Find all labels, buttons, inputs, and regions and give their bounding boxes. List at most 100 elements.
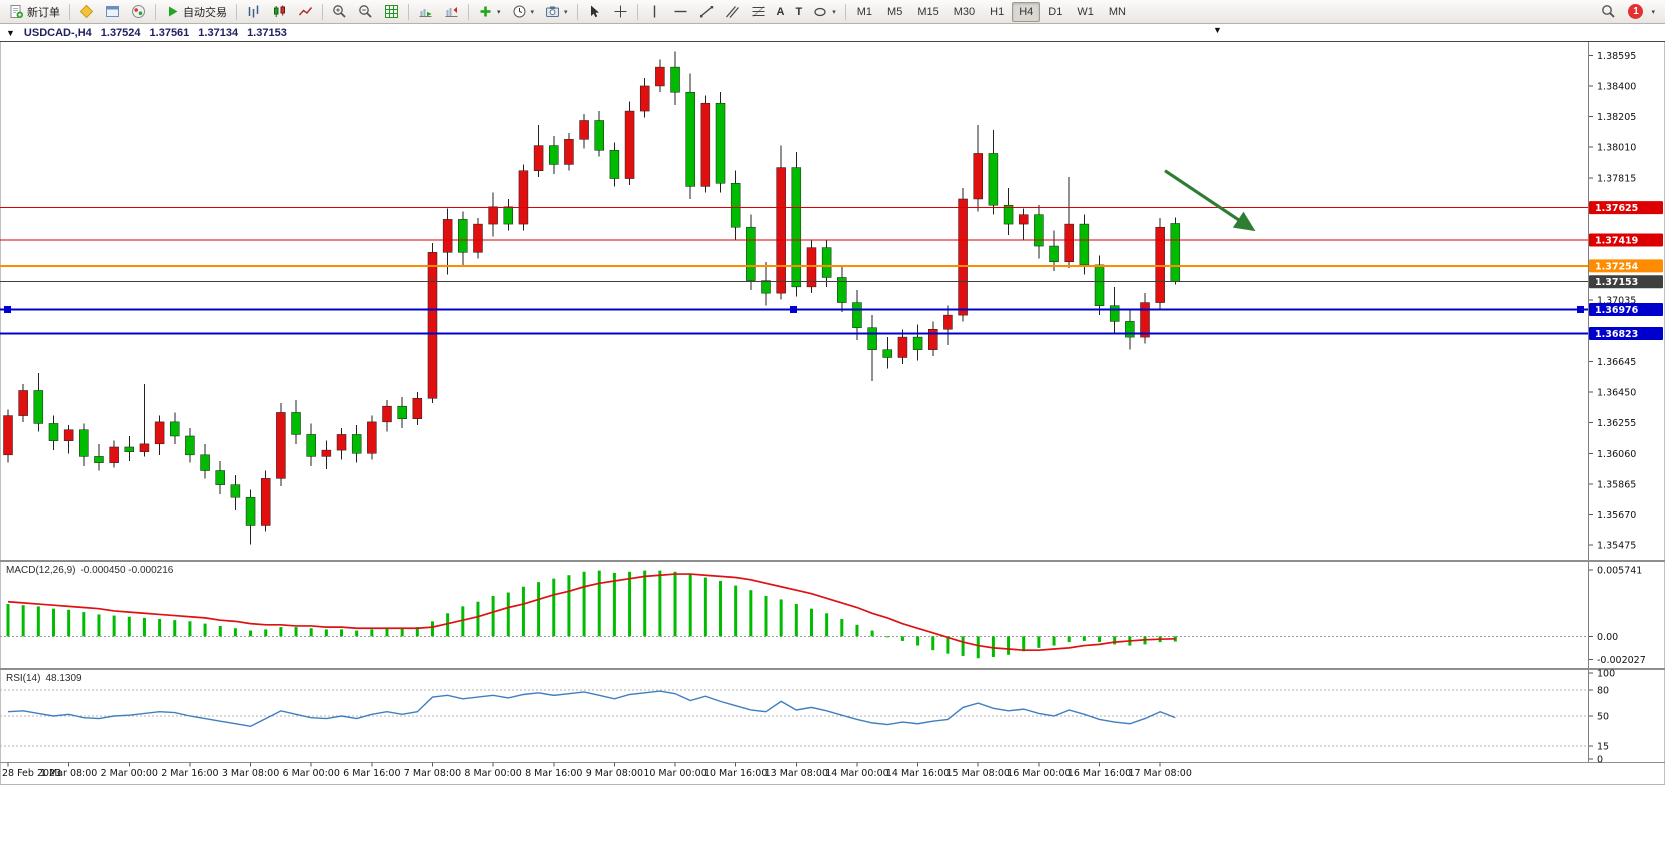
metaeditor-icon bbox=[79, 4, 94, 19]
hline-1.36976[interactable]: 1.36976 bbox=[0, 302, 1663, 316]
text-tool-icon: A bbox=[776, 5, 785, 18]
hline-1.36823[interactable]: 1.36823 bbox=[0, 326, 1663, 340]
label-tool-button[interactable]: T bbox=[791, 2, 808, 22]
toolbar-right-group: 1 ▾ bbox=[1596, 2, 1661, 22]
auto-scroll-button[interactable] bbox=[413, 2, 438, 22]
hline-1.37419[interactable]: 1.37419 bbox=[0, 233, 1663, 247]
chevron-down-icon: ▾ bbox=[564, 8, 568, 16]
toolbar-overflow-chevron-icon[interactable]: ▾ bbox=[1651, 8, 1655, 16]
svg-text:1.36976: 1.36976 bbox=[1595, 305, 1639, 316]
zoom-in-button[interactable] bbox=[327, 2, 352, 22]
add-indicator-icon bbox=[480, 6, 491, 17]
bar-chart-icon bbox=[248, 5, 259, 18]
search-icon bbox=[1602, 5, 1616, 18]
svg-text:1.36450: 1.36450 bbox=[1597, 388, 1636, 399]
rsi-panel: 100 80 50 15 0 bbox=[0, 669, 1615, 766]
svg-text:1.37625: 1.37625 bbox=[1595, 203, 1638, 214]
svg-text:2 Mar 00:00: 2 Mar 00:00 bbox=[101, 768, 158, 779]
autotrading-button[interactable]: 自动交易 bbox=[160, 2, 232, 22]
trend-arrow[interactable] bbox=[1164, 169, 1256, 232]
crosshair-tool-button[interactable] bbox=[608, 2, 633, 22]
data-window-icon bbox=[106, 6, 119, 17]
svg-text:16 Mar 00:00: 16 Mar 00:00 bbox=[1007, 768, 1070, 779]
horizontal-line-tool-button[interactable] bbox=[668, 2, 693, 22]
dropdown-arrow-icon[interactable]: ▼ bbox=[1213, 25, 1222, 35]
navigator-button[interactable] bbox=[126, 2, 151, 22]
svg-text:8 Mar 16:00: 8 Mar 16:00 bbox=[525, 768, 582, 779]
timeframe-m15-button[interactable]: M15 bbox=[917, 5, 939, 18]
timeframe-d1-button[interactable]: D1 bbox=[1048, 5, 1063, 18]
macd-values: -0.000450 -0.000216 bbox=[80, 565, 174, 576]
svg-text:80: 80 bbox=[1597, 686, 1609, 697]
hline-1.37254[interactable]: 1.37254 bbox=[0, 259, 1663, 273]
trendline-tool-button[interactable] bbox=[694, 2, 719, 22]
svg-text:1.36645: 1.36645 bbox=[1597, 357, 1636, 368]
chart-shot-button[interactable]: ▾ bbox=[540, 2, 573, 22]
data-window-button[interactable] bbox=[100, 2, 125, 22]
svg-text:0.005741: 0.005741 bbox=[1597, 566, 1642, 577]
ohlc-open: 1.37524 bbox=[100, 26, 141, 39]
svg-text:1.37153: 1.37153 bbox=[1595, 277, 1638, 288]
add-indicator-button[interactable]: ▾ bbox=[473, 2, 506, 22]
timeframe-w1-button[interactable]: W1 bbox=[1077, 5, 1094, 18]
shapes-button[interactable]: ▾ bbox=[808, 2, 841, 22]
chevron-down-icon: ▾ bbox=[832, 8, 836, 16]
rsi-name: RSI(14) bbox=[6, 673, 41, 684]
timeframe-mn-button[interactable]: MN bbox=[1108, 5, 1126, 18]
grid-icon bbox=[385, 5, 398, 18]
trendline-icon bbox=[699, 6, 713, 18]
timeframe-m1-button[interactable]: M1 bbox=[856, 5, 873, 18]
svg-text:8 Mar 00:00: 8 Mar 00:00 bbox=[464, 768, 521, 779]
new-order-button[interactable]: 新订单 bbox=[4, 2, 65, 22]
metaeditor-button[interactable] bbox=[74, 2, 99, 22]
search-button[interactable] bbox=[1596, 2, 1621, 22]
timeframe-m30-button[interactable]: M30 bbox=[953, 5, 976, 18]
horizontal-line-icon bbox=[674, 10, 687, 13]
channel-tool-button[interactable] bbox=[720, 2, 745, 22]
svg-text:15: 15 bbox=[1597, 742, 1609, 753]
ohlc-close: 1.37153 bbox=[247, 26, 287, 39]
vertical-line-tool-button[interactable] bbox=[642, 2, 667, 22]
timeframe-m5-button[interactable]: M5 bbox=[887, 5, 903, 18]
candlestick-chart-button[interactable] bbox=[267, 2, 292, 22]
svg-text:50: 50 bbox=[1597, 712, 1609, 723]
new-order-label: 新订单 bbox=[27, 6, 60, 19]
autotrading-label: 自动交易 bbox=[183, 6, 227, 19]
macd-panel: 0.005741 0.00 -0.002027 bbox=[0, 566, 1646, 666]
line-chart-button[interactable] bbox=[293, 2, 318, 22]
timeframe-h4-button[interactable]: H4 bbox=[1012, 1, 1041, 22]
toolbar-separator bbox=[322, 3, 323, 20]
clock-icon bbox=[513, 5, 526, 18]
cursor-tool-button[interactable] bbox=[582, 2, 607, 22]
hline-1.37153[interactable]: 1.37153 bbox=[0, 275, 1663, 289]
timeframe-h1-button[interactable]: H1 bbox=[990, 5, 1005, 18]
svg-text:1.38205: 1.38205 bbox=[1597, 112, 1636, 123]
svg-text:1.37815: 1.37815 bbox=[1597, 173, 1636, 184]
notifications-badge[interactable]: 1 bbox=[1628, 4, 1644, 19]
rsi-indicator-label: RSI(14) 48.1309 bbox=[6, 673, 87, 684]
toolbar-separator bbox=[408, 3, 409, 20]
text-tool-button[interactable]: A bbox=[772, 2, 790, 22]
chart-title-bar: ▼ USDCAD-,H4 1.37524 1.37561 1.37134 1.3… bbox=[0, 24, 1665, 42]
svg-text:13 Mar 08:00: 13 Mar 08:00 bbox=[765, 768, 828, 779]
zoom-out-button[interactable] bbox=[353, 2, 378, 22]
svg-text:1.37035: 1.37035 bbox=[1597, 296, 1636, 307]
fibonacci-tool-button[interactable] bbox=[746, 2, 771, 22]
grid-button[interactable] bbox=[379, 2, 404, 22]
chart-shift-button[interactable] bbox=[439, 2, 464, 22]
hline-1.37625[interactable]: 1.37625 bbox=[0, 201, 1663, 215]
candlestick-series bbox=[3, 51, 1181, 545]
price-axis[interactable]: 1.38595 1.38400 1.38205 1.38010 1.37815 1.370… bbox=[1589, 51, 1636, 552]
chevron-down-icon: ▾ bbox=[497, 8, 501, 16]
periods-button[interactable]: ▾ bbox=[507, 2, 540, 22]
toolbar-separator bbox=[844, 3, 846, 20]
svg-text:7 Mar 08:00: 7 Mar 08:00 bbox=[404, 768, 461, 779]
bar-chart-button[interactable] bbox=[241, 2, 266, 22]
autotrading-play-icon bbox=[169, 6, 178, 17]
shapes-icon bbox=[814, 7, 826, 17]
crosshair-icon bbox=[614, 5, 627, 18]
oneclick-trading-toggle-icon[interactable]: ▼ bbox=[6, 27, 15, 38]
cursor-icon bbox=[590, 5, 599, 18]
